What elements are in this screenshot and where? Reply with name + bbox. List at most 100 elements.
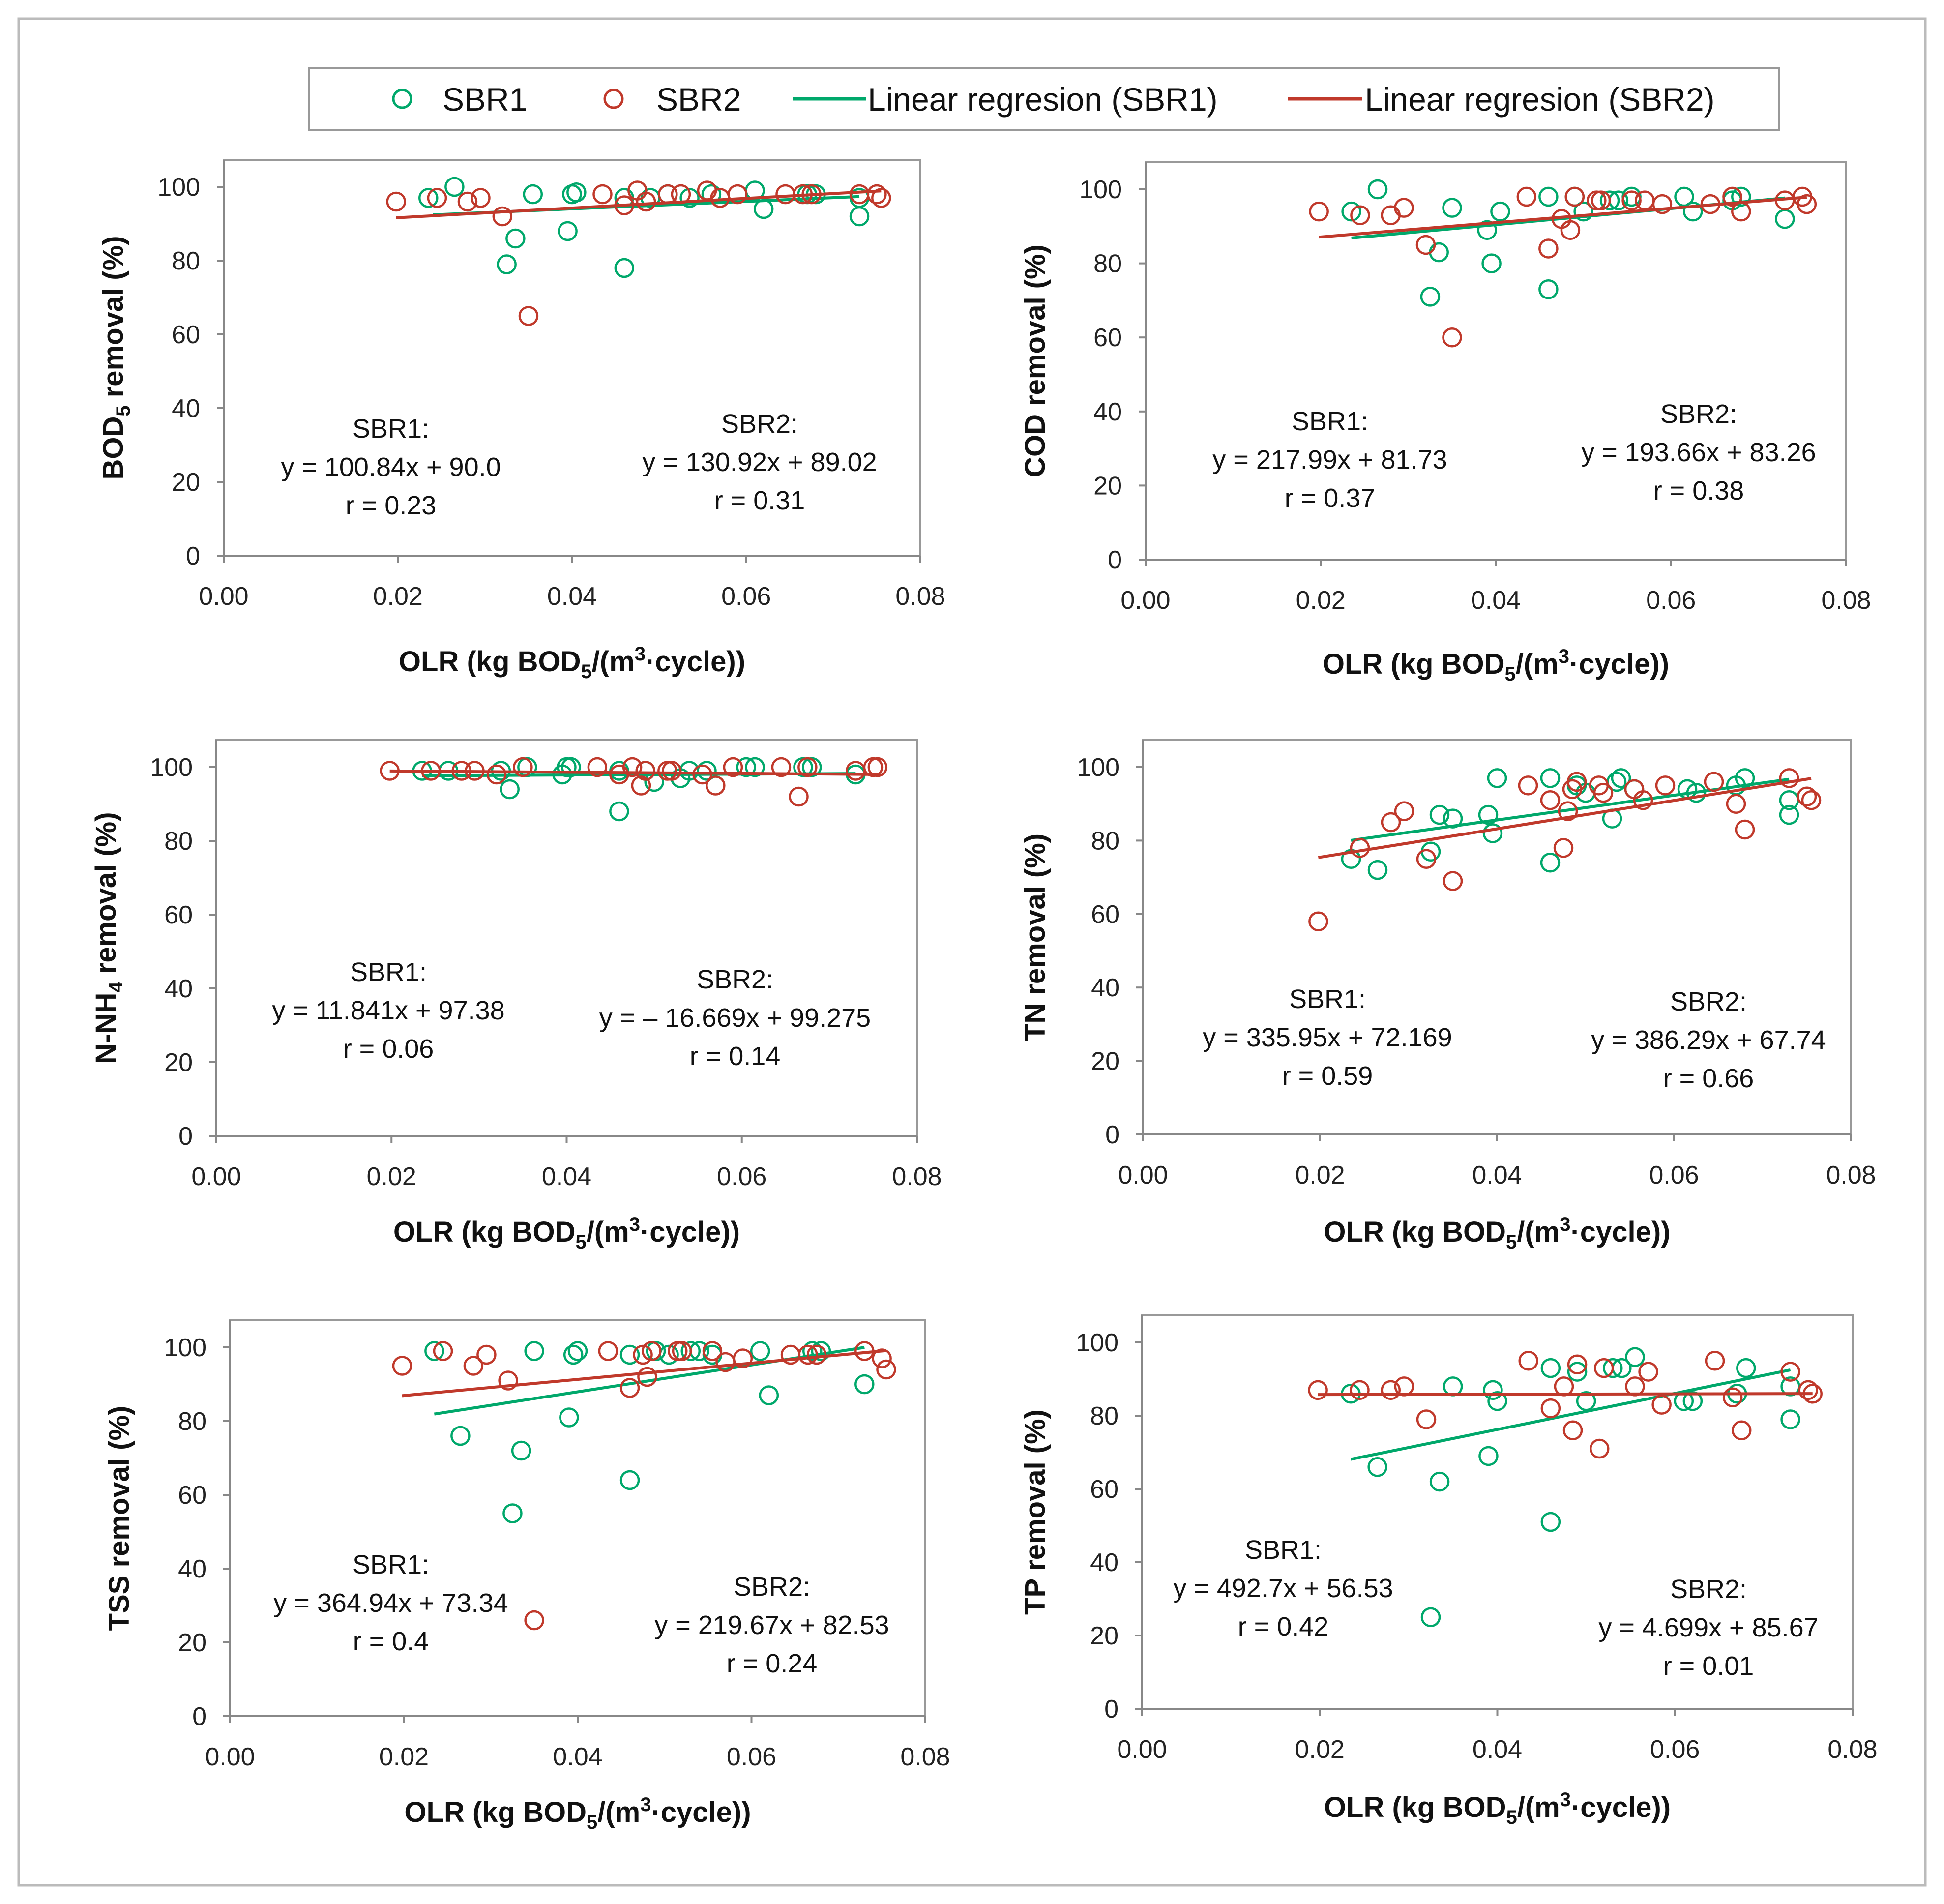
data-point-sbr2 <box>1381 812 1401 833</box>
annotation-sbr2-r: r = 0.66 <box>1663 1064 1754 1093</box>
data-point-sbr2 <box>1589 1438 1610 1459</box>
y-axis-title-rest: removal (%) <box>97 236 129 405</box>
x-tick-label: 0.06 <box>1646 586 1696 615</box>
data-point-sbr2 <box>614 195 635 215</box>
y-tick-label: 80 <box>172 247 200 275</box>
data-point-sbr2 <box>1416 849 1437 869</box>
data-point-sbr2 <box>1309 201 1329 222</box>
data-point-sbr2 <box>1651 1395 1672 1415</box>
x-axis-title-sup: 3 <box>1560 1214 1570 1235</box>
data-point-sbr2 <box>636 191 656 212</box>
data-point-sbr2 <box>1798 1380 1818 1400</box>
chart-tn: 0 20 40 60 80 100 0.00 0.02 0.04 0.06 0.08 TN remov… <box>1019 739 1876 1253</box>
data-point-sbr1 <box>1481 253 1502 273</box>
x-tick-label: 0.04 <box>542 1162 591 1191</box>
data-point-sbr2 <box>498 1370 518 1391</box>
data-point-sbr1 <box>614 258 635 278</box>
data-point-sbr2 <box>1350 838 1370 858</box>
x-axis-title: OLR (kg BOD5/(m3·cycle)) <box>393 1214 740 1253</box>
data-point-sbr2 <box>1558 801 1578 821</box>
x-tick-label: 0.04 <box>547 582 597 611</box>
x-tick-label: 0.08 <box>1827 1735 1877 1764</box>
data-point-sbr1 <box>1599 190 1620 210</box>
legend-marker-sbr1 <box>392 89 412 109</box>
data-point-sbr2 <box>1722 1387 1743 1407</box>
data-point-sbr2 <box>793 184 813 205</box>
data-point-sbr2 <box>797 757 818 777</box>
y-tick-label: 100 <box>164 1334 206 1362</box>
data-point-sbr2 <box>1394 198 1414 218</box>
x-tick-label: 0.00 <box>205 1743 255 1771</box>
data-point-sbr1 <box>1483 1380 1503 1400</box>
data-point-sbr2 <box>692 764 712 785</box>
x-tick-label: 0.02 <box>1295 1735 1345 1764</box>
annotation-sbr2-equation: y = 219.67x + 82.53 <box>654 1610 889 1640</box>
data-point-sbr2 <box>633 1344 653 1365</box>
data-point-sbr2 <box>876 1359 896 1380</box>
data-point-sbr2 <box>392 1356 412 1376</box>
annotation-sbr1-title: SBR1: <box>1292 407 1368 436</box>
x-axis-title-sup: 3 <box>1560 1789 1571 1811</box>
annotation-sbr1-title: SBR1: <box>350 957 427 987</box>
annotation-sbr2-r: r = 0.24 <box>727 1649 818 1678</box>
data-point-sbr1 <box>1674 1391 1694 1411</box>
data-point-sbr1 <box>1540 1358 1561 1378</box>
data-point-sbr1 <box>1683 201 1703 222</box>
data-point-sbr2 <box>706 775 726 796</box>
data-point-sbr2 <box>451 761 471 781</box>
data-point-sbr2 <box>1560 220 1581 240</box>
x-axis-title-c: ·cycle)) <box>1571 1791 1671 1823</box>
annotation-sbr2-title: SBR2: <box>734 1572 810 1602</box>
x-axis-title-c: ·cycle)) <box>1569 648 1669 680</box>
y-axis-title: N-NH4 removal (%) <box>90 812 127 1064</box>
data-point-sbr1 <box>1603 1358 1623 1378</box>
data-point-sbr2 <box>867 184 887 205</box>
data-point-sbr1 <box>558 221 578 241</box>
x-axis-title-b: /(m <box>592 646 635 678</box>
data-point-sbr2 <box>1726 794 1746 814</box>
data-point-sbr1 <box>802 1341 823 1361</box>
y-tick-label: 100 <box>1076 1329 1119 1357</box>
data-point-sbr2 <box>1538 238 1559 259</box>
data-point-sbr1 <box>609 801 629 822</box>
x-axis-title-sub: 5 <box>1506 1231 1517 1253</box>
data-point-sbr2 <box>771 757 792 777</box>
y-tick-label: 20 <box>1093 472 1122 500</box>
y-tick-label: 100 <box>150 753 193 782</box>
annotation-sbr1-equation: y = 364.94x + 73.34 <box>273 1588 508 1618</box>
x-axis-title-sub: 5 <box>1504 663 1515 685</box>
x-tick-label: 0.08 <box>895 582 945 611</box>
data-point-sbr2 <box>1518 1351 1538 1371</box>
annotation-sbr2-r: r = 0.14 <box>690 1041 781 1071</box>
x-axis-title-sup: 3 <box>1559 646 1569 667</box>
y-tick-label: 60 <box>1093 324 1122 352</box>
x-axis-title-b: /(m <box>1517 1791 1560 1823</box>
data-point-sbr2 <box>1564 186 1585 207</box>
data-point-sbr2 <box>1633 790 1653 810</box>
x-tick-label: 0.02 <box>379 1743 429 1771</box>
data-point-sbr2 <box>476 1344 497 1365</box>
data-point-sbr2 <box>662 761 682 781</box>
data-point-sbr2 <box>1308 911 1328 931</box>
data-point-sbr1 <box>1736 1358 1756 1378</box>
data-point-sbr1 <box>1731 186 1751 207</box>
data-point-sbr1 <box>1482 823 1503 843</box>
data-point-sbr1 <box>680 1341 701 1361</box>
data-point-sbr2 <box>1394 1376 1414 1397</box>
data-point-sbr2 <box>1652 194 1673 214</box>
annotation-sbr2-r: r = 0.01 <box>1663 1651 1754 1681</box>
annotation-sbr2-title: SBR2: <box>1660 399 1737 429</box>
data-point-sbr2 <box>789 786 809 807</box>
data-point-sbr2 <box>1594 1358 1614 1378</box>
data-point-sbr2 <box>1415 235 1436 255</box>
data-point-sbr1 <box>1478 1446 1499 1466</box>
x-tick-label: 0.04 <box>1473 1735 1522 1764</box>
legend-label-lin1: Linear regresion (SBR1) <box>868 81 1218 118</box>
x-tick-label: 0.00 <box>1120 586 1170 615</box>
chart-tp: 0 20 40 60 80 100 0.00 0.02 0.04 0.06 0.08 TP remov… <box>1019 1314 1878 1828</box>
data-point-sbr2 <box>1704 772 1724 792</box>
data-point-sbr2 <box>1443 871 1463 891</box>
data-point-sbr2 <box>631 775 651 796</box>
y-axis-title-main: N-NH <box>90 993 122 1064</box>
data-point-sbr2 <box>1540 790 1561 810</box>
